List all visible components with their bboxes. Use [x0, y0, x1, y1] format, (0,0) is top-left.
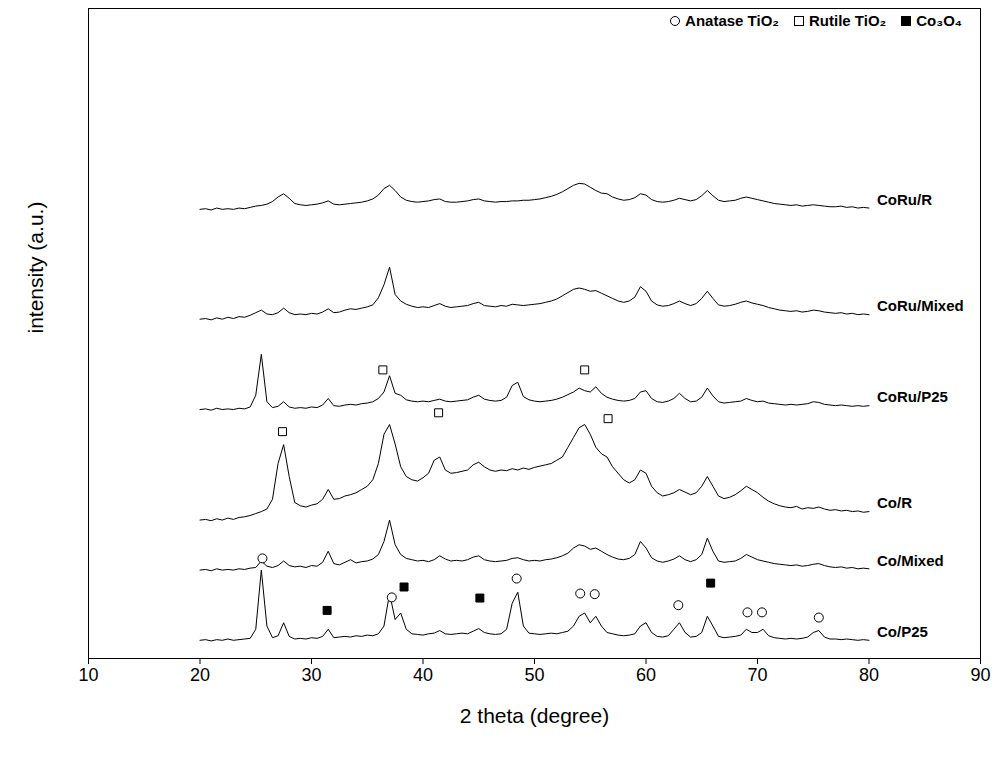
html-text:Co₃O₄: Co₃O₄ [916, 12, 962, 29]
svg-text:80: 80 [859, 665, 879, 685]
svg-text:50: 50 [524, 665, 544, 685]
svg-text:CoRu/Mixed: CoRu/Mixed [877, 297, 964, 314]
svg-text:90: 90 [970, 665, 990, 685]
svg-text:intensity (a.u.): intensity (a.u.) [24, 202, 47, 334]
svg-text:60: 60 [636, 665, 656, 685]
svg-text:Co/Mixed: Co/Mixed [877, 552, 944, 569]
svg-text:CoRu/P25: CoRu/P25 [877, 388, 948, 405]
svg-text:10: 10 [78, 665, 98, 685]
svg-text:20: 20 [190, 665, 210, 685]
html-text:Rutile TiO₂: Rutile TiO₂ [809, 12, 887, 29]
svg-text:30: 30 [301, 665, 321, 685]
svg-text:70: 70 [747, 665, 767, 685]
svg-text:Co/R: Co/R [877, 494, 912, 511]
svg-text:40: 40 [413, 665, 433, 685]
svg-text:2 theta (degree): 2 theta (degree) [460, 704, 609, 727]
html-text:Anatase TiO₂: Anatase TiO₂ [685, 12, 779, 29]
svg-text:CoRu/R: CoRu/R [877, 191, 932, 208]
svg-text:Co/P25: Co/P25 [877, 623, 928, 640]
